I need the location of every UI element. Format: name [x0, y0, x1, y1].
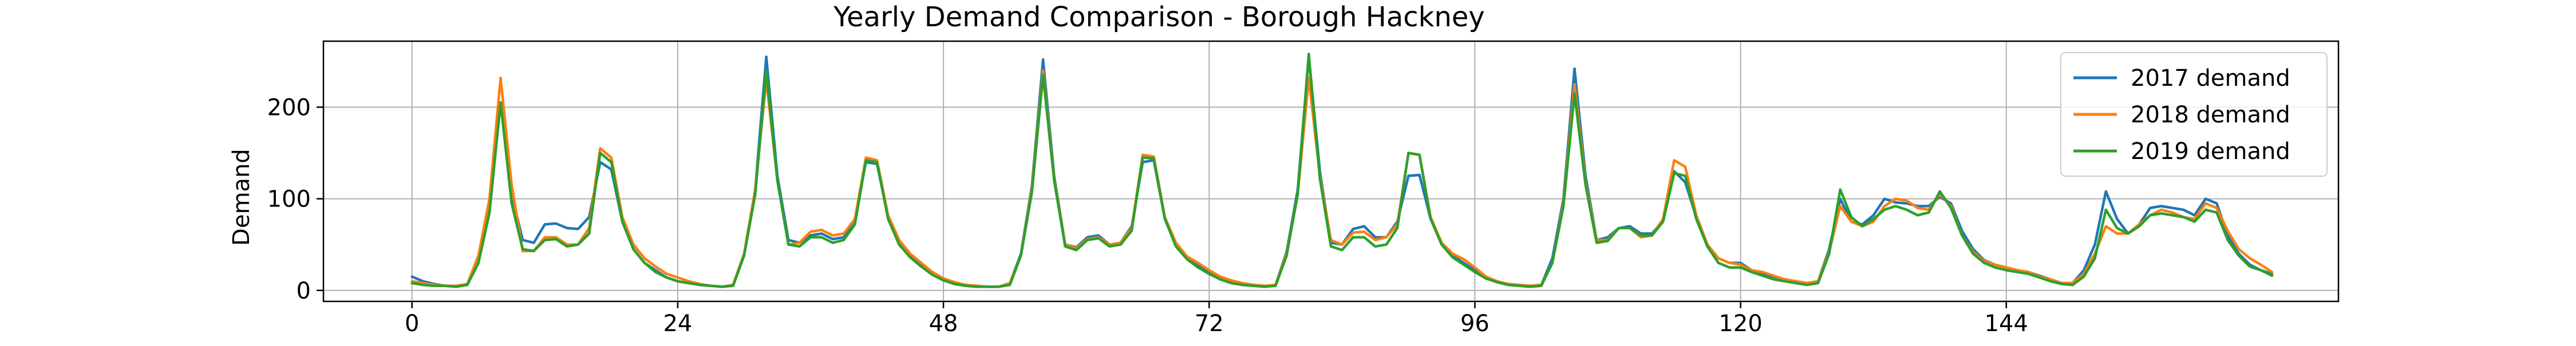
plot-frame — [322, 40, 2340, 303]
axis-ticks: 0 24 48 72 96 120 144 0 100 200 — [267, 94, 2028, 337]
y-tick-label: 100 — [267, 186, 311, 213]
legend: 2017 demand 2018 demand 2019 demand — [2060, 52, 2328, 177]
x-tick-label: 96 — [1460, 311, 1490, 337]
y-tick-label: 200 — [267, 94, 311, 121]
x-tick-label: 48 — [929, 311, 958, 337]
series-line-3 — [410, 53, 2274, 288]
y-axis-label: Demand — [228, 149, 255, 246]
x-tick-label: 72 — [1195, 311, 1224, 337]
legend-label: 2017 demand — [2131, 65, 2290, 92]
chart-title: Yearly Demand Comparison - Borough Hackn… — [833, 1, 1485, 33]
y-tick-label: 0 — [297, 278, 311, 304]
legend-label: 2018 demand — [2131, 102, 2290, 128]
x-tick-label: 120 — [1718, 311, 1762, 337]
x-tick-label: 144 — [1985, 311, 2028, 337]
series-lines — [410, 53, 2274, 288]
grid-lines — [323, 41, 2338, 301]
legend-label: 2019 demand — [2131, 138, 2290, 165]
x-tick-label: 24 — [663, 311, 692, 337]
x-tick-label: 0 — [405, 311, 419, 337]
legend-box — [2060, 52, 2328, 177]
